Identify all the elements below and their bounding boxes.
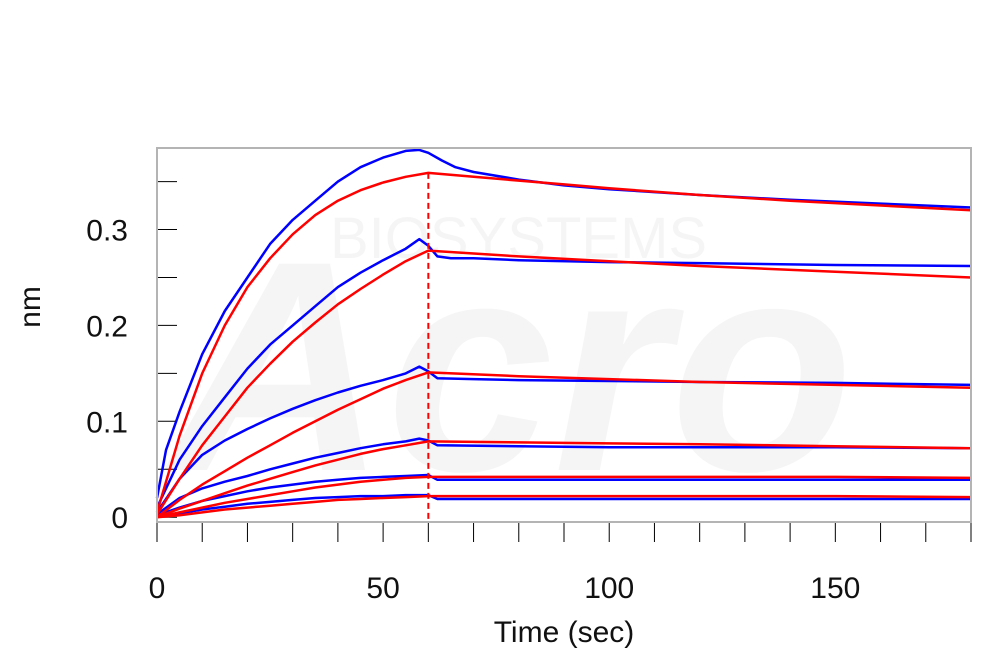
x-axis-label: Time (sec) bbox=[494, 616, 635, 649]
y-tick-label: 0.1 bbox=[86, 406, 128, 439]
measured-curve-5 bbox=[156, 473, 971, 517]
measured-curve-4 bbox=[156, 437, 972, 516]
fit-curve-2 bbox=[155, 249, 972, 515]
measured-curve-2 bbox=[155, 237, 972, 509]
measured-curve-6 bbox=[156, 493, 971, 518]
y-tick-label: 0 bbox=[111, 502, 128, 535]
y-tick-label: 0.3 bbox=[86, 215, 128, 248]
plot-frame bbox=[156, 147, 972, 523]
fit-curve-6 bbox=[156, 494, 972, 519]
fit-curve-5 bbox=[156, 475, 972, 519]
fit-curve-4 bbox=[156, 440, 972, 519]
watermark: BIOSYSTEMS Acro bbox=[161, 198, 854, 534]
measured-curve-3 bbox=[155, 365, 972, 514]
minor-tick-marks bbox=[156, 181, 972, 542]
x-tick-label: 150 bbox=[810, 572, 860, 605]
y-tick-label: 0.2 bbox=[86, 310, 128, 343]
y-axis-label: nm bbox=[14, 286, 47, 328]
series-layer bbox=[155, 148, 972, 519]
svg-text:Acro: Acro bbox=[161, 198, 854, 534]
x-tick-labels: 0 50 100 150 bbox=[149, 572, 861, 605]
x-tick-label: 0 bbox=[149, 572, 166, 605]
fit-curve-3 bbox=[156, 371, 972, 519]
x-tick-label: 50 bbox=[366, 572, 399, 605]
fit-curve-1 bbox=[155, 171, 972, 513]
x-tick-label: 100 bbox=[584, 572, 634, 605]
y-tick-labels: 0 0.1 0.2 0.3 bbox=[86, 215, 128, 536]
